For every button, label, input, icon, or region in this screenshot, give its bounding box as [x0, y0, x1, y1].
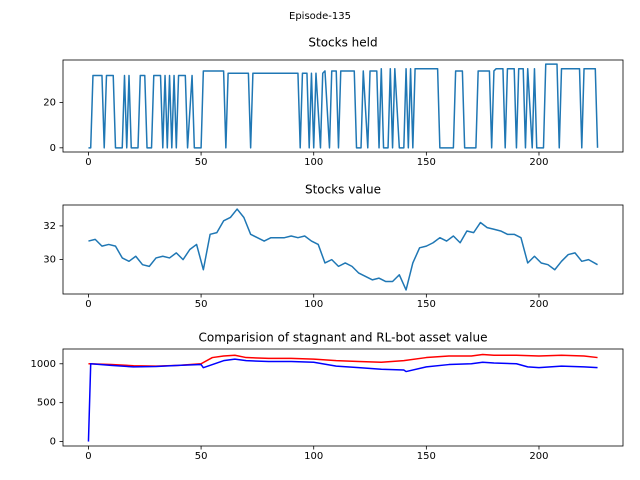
x-tick-label: 100 — [304, 451, 323, 462]
data-line — [88, 63, 599, 149]
x-tick-label: 0 — [85, 451, 91, 462]
x-tick-label: 0 — [85, 299, 91, 310]
x-tick-label: 100 — [304, 157, 323, 168]
axes-title: Stocks held — [308, 36, 377, 50]
y-tick-label: 0 — [50, 437, 56, 448]
x-tick-label: 150 — [417, 299, 436, 310]
y-tick-label: 30 — [43, 255, 56, 266]
x-tick-label: 150 — [417, 451, 436, 462]
x-tick-label: 50 — [195, 451, 208, 462]
y-tick-label: 32 — [43, 221, 56, 232]
x-tick-label: 50 — [195, 157, 208, 168]
x-tick-label: 100 — [304, 299, 323, 310]
figure-title: Episode-135 — [289, 11, 351, 22]
x-tick-label: 50 — [195, 299, 208, 310]
axes-frame — [62, 59, 624, 153]
x-tick-label: 200 — [529, 299, 548, 310]
axes-frame — [62, 204, 624, 295]
axes-title: Stocks value — [305, 183, 381, 197]
x-tick-label: 200 — [529, 157, 548, 168]
x-tick-label: 150 — [417, 157, 436, 168]
data-line — [87, 358, 598, 442]
y-tick-label: 500 — [37, 398, 56, 409]
axes-title: Comparision of stagnant and RL-bot asset… — [199, 331, 488, 345]
y-tick-label: 1000 — [31, 359, 56, 370]
y-tick-label: 20 — [43, 98, 56, 109]
x-tick-label: 200 — [529, 451, 548, 462]
x-tick-label: 0 — [85, 157, 91, 168]
axes-frame — [62, 348, 624, 447]
y-tick-label: 0 — [50, 143, 56, 154]
data-line — [88, 208, 598, 291]
